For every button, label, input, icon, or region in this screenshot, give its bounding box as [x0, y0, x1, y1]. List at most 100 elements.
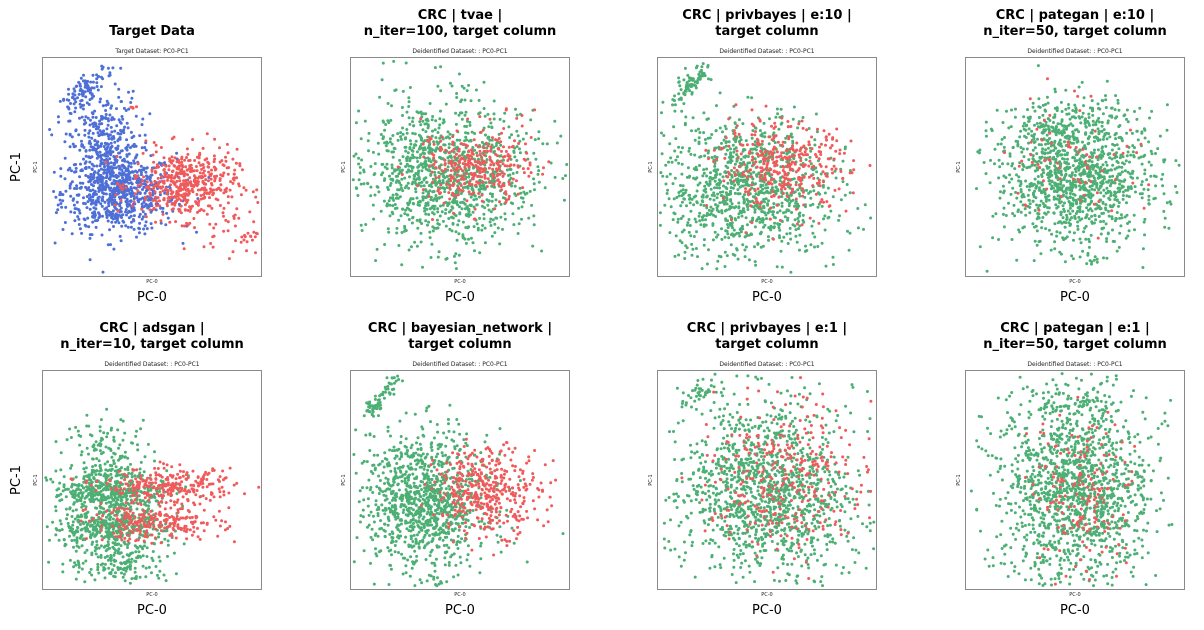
scatter-point	[726, 226, 730, 229]
scatter-point	[211, 245, 215, 249]
scatter-point	[747, 151, 751, 155]
scatter-point	[698, 211, 702, 215]
scatter-point	[124, 208, 128, 211]
scatter-point	[144, 186, 148, 190]
scatter-point	[824, 135, 828, 139]
scatter-point	[776, 188, 780, 191]
scatter-point	[449, 179, 453, 183]
scatter-point	[754, 182, 757, 186]
scatter-point	[454, 111, 458, 115]
scatter-point	[426, 203, 430, 207]
scatter-point	[96, 198, 100, 202]
scatter-point	[1160, 177, 1164, 181]
scatter-point	[493, 179, 497, 183]
scatter-point	[426, 126, 430, 130]
scatter-point	[780, 239, 784, 243]
scatter-point	[512, 223, 516, 227]
scatter-point	[183, 182, 186, 186]
scatter-point	[454, 230, 458, 234]
scatter-point	[411, 131, 415, 135]
scatter-point	[95, 164, 99, 168]
scatter-point	[67, 98, 71, 102]
scatter-point	[141, 188, 144, 191]
scatter-point	[360, 229, 364, 232]
scatter-point	[794, 180, 798, 184]
scatter-point	[87, 155, 91, 159]
scatter-point	[450, 164, 454, 168]
scatter-point	[1105, 186, 1109, 190]
scatter-point	[97, 190, 101, 193]
scatter-point	[806, 153, 809, 157]
scatter-point	[819, 172, 823, 176]
scatter-point	[129, 165, 133, 169]
scatter-point	[802, 174, 806, 178]
scatter-point	[775, 150, 779, 154]
scatter-point	[789, 199, 793, 203]
scatter-point	[698, 155, 702, 159]
scatter-point	[358, 165, 362, 169]
scatter-point	[106, 150, 110, 154]
scatter-point	[127, 90, 130, 94]
scatter-point	[669, 205, 673, 209]
scatter-point	[798, 248, 801, 252]
scatter-point	[702, 168, 706, 172]
scatter-point	[474, 143, 478, 147]
scatter-point	[359, 223, 363, 227]
scatter-point	[722, 184, 725, 188]
scatter-point	[477, 192, 481, 195]
scatter-point	[485, 198, 489, 202]
scatter-point	[1059, 213, 1063, 217]
scatter-point	[553, 175, 557, 179]
scatter-point	[692, 203, 696, 207]
scatter-point	[492, 162, 496, 166]
scatter-point	[504, 108, 508, 112]
scatter-point	[767, 152, 771, 156]
scatter-point	[677, 80, 681, 84]
scatter-point	[759, 245, 763, 249]
scatter-point	[399, 183, 403, 187]
scatter-point	[808, 216, 812, 220]
scatter-point	[95, 85, 99, 88]
scatter-point	[448, 227, 452, 231]
scatter-point	[754, 192, 758, 196]
scatter-point	[1077, 164, 1081, 168]
scatter-point	[143, 232, 147, 236]
scatter-point	[371, 203, 375, 207]
scatter-point	[470, 130, 474, 134]
scatter-point	[749, 175, 753, 179]
scatter-point	[800, 119, 804, 123]
scatter-point	[763, 131, 767, 135]
scatter-point	[671, 218, 675, 222]
scatter-point	[422, 195, 426, 199]
scatter-point	[351, 178, 355, 182]
scatter-point	[121, 176, 124, 180]
scatter-point	[708, 182, 712, 186]
scatter-point	[193, 226, 196, 230]
scatter-point	[95, 152, 99, 156]
scatter-point	[448, 184, 452, 188]
scatter-point	[233, 168, 237, 172]
scatter-point	[168, 159, 172, 163]
scatter-point	[529, 136, 533, 139]
scatter-point	[464, 241, 468, 245]
scatter-point	[488, 181, 492, 184]
scatter-point	[700, 267, 704, 271]
scatter-point	[419, 153, 423, 157]
scatter-point	[222, 206, 226, 210]
scatter-point	[483, 226, 487, 230]
scatter-point	[100, 177, 104, 181]
scatter-point	[503, 212, 507, 216]
scatter-point	[75, 193, 79, 197]
scatter-point	[159, 146, 163, 149]
scatter-point	[79, 87, 83, 91]
scatter-point	[109, 173, 113, 177]
scatter-point	[722, 138, 726, 142]
scatter-point	[58, 99, 62, 103]
scatter-point	[407, 248, 411, 252]
scatter-point	[121, 117, 125, 121]
scatter-point	[702, 131, 706, 135]
scatter-point	[1062, 157, 1066, 161]
scatter-point	[78, 227, 82, 231]
scatter-point	[429, 173, 433, 177]
scatter-point	[1112, 203, 1116, 207]
